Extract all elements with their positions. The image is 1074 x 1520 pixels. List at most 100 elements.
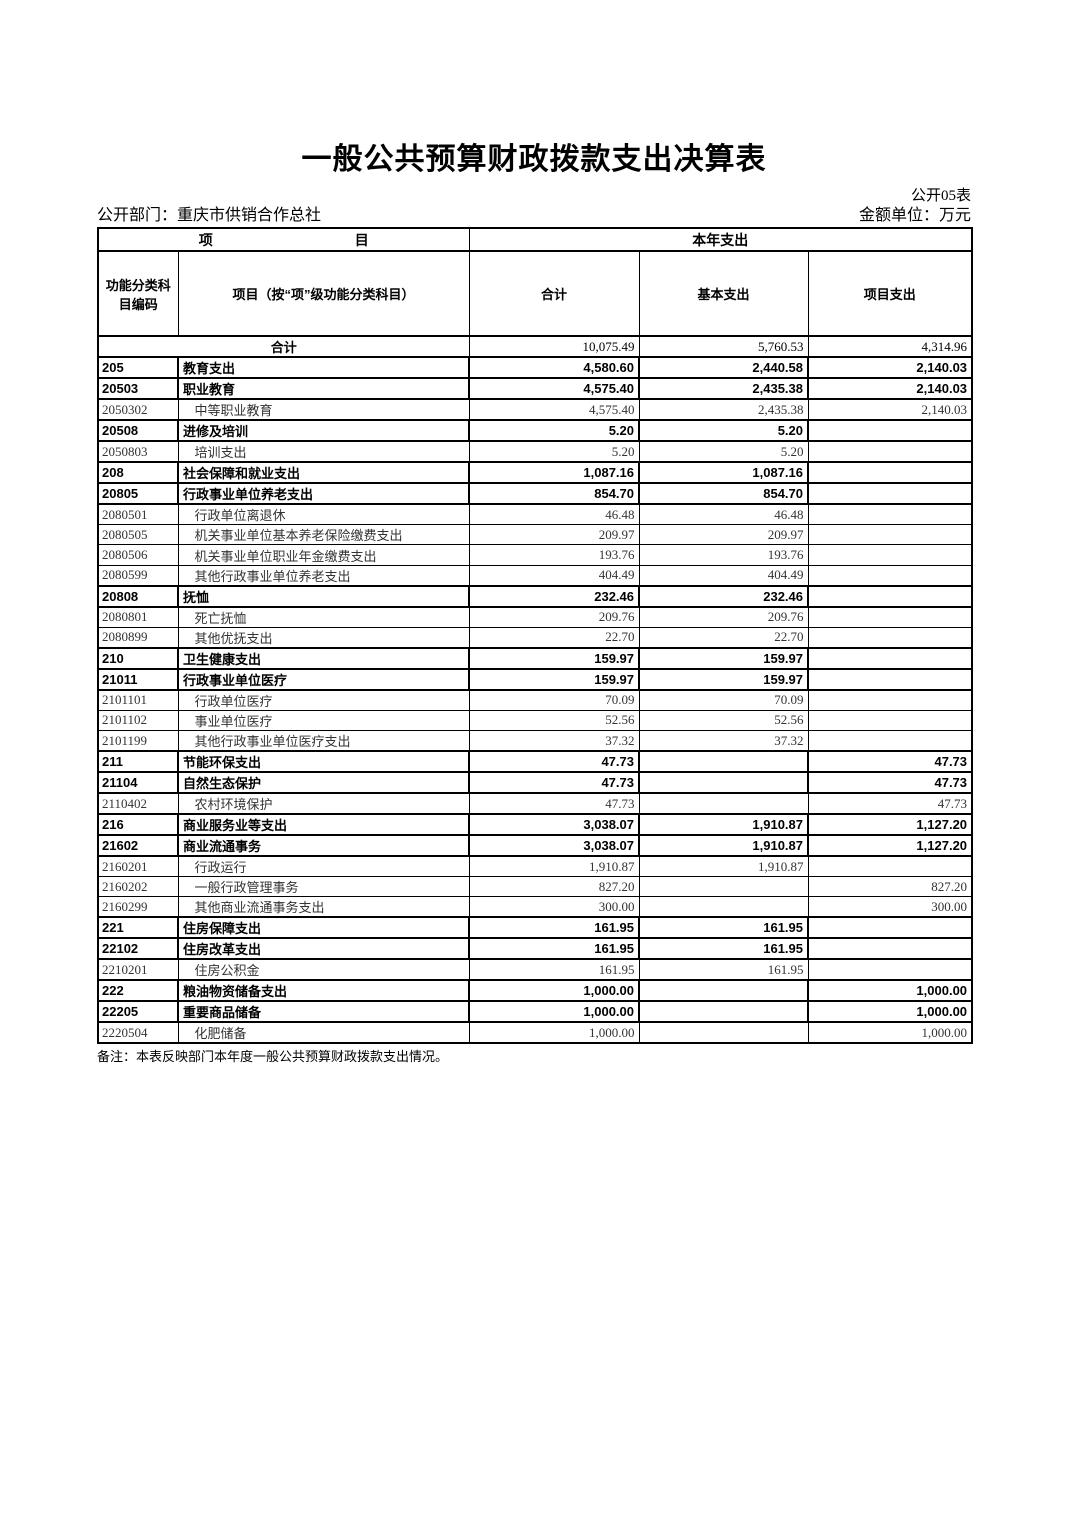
row-project-cell: 1,000.00	[806, 1000, 974, 1024]
row-basic-cell: 2,435.38	[638, 377, 809, 400]
row-code-cell: 20805	[97, 482, 179, 505]
row-code-cell: 21104	[97, 771, 179, 795]
row-project-cell	[807, 626, 973, 649]
header-item-group: 项 目	[97, 227, 470, 252]
row-name-cell: 机关事业单位职业年金缴费支出	[177, 544, 470, 566]
row-code-cell: 22205	[97, 1000, 179, 1024]
row-name-cell: 进修及培训	[177, 419, 470, 442]
header-project-col: 项目支出	[807, 250, 973, 337]
row-project-cell	[807, 855, 973, 878]
row-name-cell: 培训支出	[177, 440, 470, 463]
row-basic-cell: 854.70	[638, 482, 809, 505]
row-project-cell: 1,127.20	[806, 813, 974, 837]
row-total-cell: 37.32	[468, 730, 640, 752]
row-total-cell: 300.00	[468, 896, 640, 918]
row-project-cell: 1,127.20	[806, 834, 974, 858]
row-basic-cell: 1,910.87	[638, 855, 809, 878]
row-name-cell: 死亡抚恤	[177, 606, 470, 628]
unit-label: 金额单位：万元	[858, 207, 971, 224]
row-name-cell: 其他商业流通事务支出	[177, 896, 470, 918]
row-project-cell: 2,140.03	[806, 356, 974, 379]
row-total-cell: 5.20	[468, 419, 640, 442]
row-name-cell: 行政单位医疗	[177, 689, 470, 711]
row-basic-cell: 70.09	[638, 689, 809, 711]
row-total-cell: 1,087.16	[468, 461, 640, 484]
row-code-cell: 2101199	[97, 730, 179, 752]
row-total-cell: 5.20	[468, 440, 640, 463]
row-basic-cell: 209.76	[638, 606, 809, 628]
row-total-cell: 46.48	[468, 503, 640, 525]
row-code-cell: 2160202	[97, 876, 179, 898]
row-code-cell: 2080801	[97, 606, 179, 628]
table-row: 2080505 机关事业单位基本养老保险缴费支出 209.97 209.97	[97, 523, 973, 546]
row-name-cell: 教育支出	[177, 356, 470, 379]
row-name-cell: 其他行政事业单位医疗支出	[177, 730, 470, 752]
row-total-cell: 161.95	[468, 958, 640, 981]
row-project-cell	[806, 461, 974, 484]
table-row: 2050803 培训支出 5.20 5.20	[97, 440, 973, 463]
row-name-cell: 抚恤	[177, 584, 470, 608]
row-total-cell: 4,575.40	[468, 398, 640, 421]
row-basic-cell: 1,910.87	[638, 813, 809, 837]
row-name-cell: 住房改革支出	[177, 937, 470, 961]
row-code-cell: 2080599	[97, 564, 179, 587]
row-code-cell: 2050803	[97, 440, 179, 463]
item-group-part1: 项	[198, 231, 213, 248]
header-code-col: 功能分类科目编码	[97, 250, 179, 337]
row-project-cell	[806, 646, 974, 670]
row-total-cell: 232.46	[468, 584, 640, 608]
row-total-cell: 159.97	[468, 646, 640, 670]
row-name-cell: 卫生健康支出	[177, 646, 470, 670]
table-row: 20808 抚恤 232.46 232.46	[97, 584, 974, 608]
table-body: 合计 10,075.49 5,760.53 4,314.96 205 教育支出 4,580.…	[97, 335, 974, 1044]
table-row: 2101102 事业单位医疗 52.56 52.56	[97, 709, 973, 732]
department-label: 公开部门：重庆市供销合作总社	[97, 207, 322, 224]
row-total-cell: 1,000.00	[468, 979, 640, 1003]
row-basic-cell: 52.56	[638, 709, 809, 732]
row-name-cell: 住房保障支出	[177, 916, 470, 940]
row-total-cell: 1,910.87	[468, 855, 640, 878]
row-total-cell: 854.70	[468, 482, 640, 505]
table-row: 210 卫生健康支出 159.97 159.97	[97, 646, 974, 670]
document-page: 一般公共预算财政拨款支出决算表 公开05表 公开部门：重庆市供销合作总社 金额单…	[97, 0, 974, 1066]
table-row: 2101199 其他行政事业单位医疗支出 37.32 37.32	[97, 730, 973, 752]
row-code-cell: 2101102	[97, 709, 179, 732]
row-basic-cell	[638, 792, 809, 815]
row-total-cell: 22.70	[468, 626, 640, 649]
row-code-cell: 221	[97, 916, 179, 940]
row-basic-cell	[638, 896, 809, 918]
meta-row: 公开部门：重庆市供销合作总社 金额单位：万元	[97, 206, 971, 227]
table-row: 20805 行政事业单位养老支出 854.70 854.70	[97, 482, 974, 505]
row-name-cell: 合计	[97, 335, 470, 358]
row-basic-cell: 159.97	[638, 667, 809, 691]
row-code-cell: 2080501	[97, 503, 179, 525]
row-code-cell: 20508	[97, 419, 179, 442]
row-project-cell: 2,140.03	[806, 377, 974, 400]
row-project-cell	[806, 584, 974, 608]
table-row: 20503 职业教育 4,575.40 2,435.38 2,140.03	[97, 377, 974, 400]
row-basic-cell: 2,440.58	[638, 356, 809, 379]
row-basic-cell: 161.95	[638, 937, 809, 961]
row-code-cell: 208	[97, 461, 179, 484]
table-row: 221 住房保障支出 161.95 161.95	[97, 916, 974, 940]
row-code-cell: 2210201	[97, 958, 179, 981]
item-group-part2: 目	[354, 231, 369, 248]
row-code-cell: 2110402	[97, 792, 179, 815]
row-total-cell: 47.73	[468, 792, 640, 815]
row-project-cell: 4,314.96	[807, 335, 973, 358]
row-basic-cell: 37.32	[638, 730, 809, 752]
row-name-cell: 其他优抚支出	[177, 626, 470, 649]
row-project-cell	[806, 937, 974, 961]
table-header: 项 目 本年支出 功能分类科目编码 项目（按“项”级功能分类科目） 合计 基本支…	[97, 227, 973, 337]
row-name-cell: 行政事业单位医疗	[177, 667, 470, 691]
row-basic-cell: 2,435.38	[638, 398, 809, 421]
table-row: 211 节能环保支出 47.73 47.73	[97, 750, 974, 774]
row-code-cell: 211	[97, 750, 179, 774]
row-name-cell: 自然生态保护	[177, 771, 470, 795]
row-code-cell: 20503	[97, 377, 179, 400]
row-name-cell: 粮油物资储备支出	[177, 979, 470, 1003]
row-name-cell: 社会保障和就业支出	[177, 461, 470, 484]
row-name-cell: 节能环保支出	[177, 750, 470, 774]
table-row: 2210201 住房公积金 161.95 161.95	[97, 958, 973, 981]
table-row: 22205 重要商品储备 1,000.00 1,000.00	[97, 1000, 974, 1024]
